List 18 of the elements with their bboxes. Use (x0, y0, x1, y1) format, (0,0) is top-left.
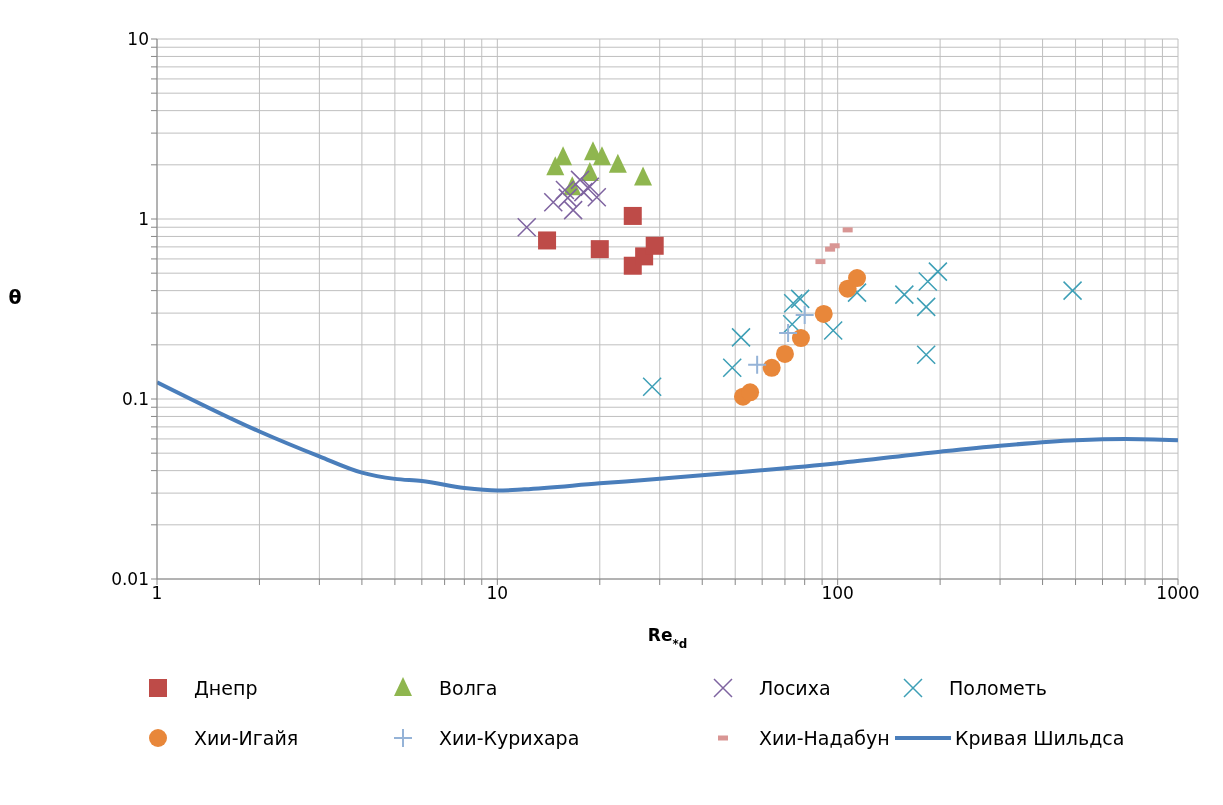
y-tick-label: 1 (138, 209, 149, 230)
x-tick-label: 100 (821, 583, 854, 604)
x-tick-label: 10 (486, 583, 509, 604)
legend-label: Днепр (194, 677, 258, 699)
legend-label: Хии-Игайя (194, 727, 299, 749)
y-axis-title: θ (8, 286, 22, 308)
legend-label: Хии-Курихара (439, 727, 580, 749)
legend-label: Лосиха (759, 677, 831, 699)
x-tick-label: 1000 (1156, 583, 1200, 604)
legend-label: Кривая Шильдса (955, 727, 1125, 749)
x-tick-label: 1 (151, 583, 163, 604)
legend-label: Волга (439, 677, 498, 699)
y-tick-label: 10 (127, 29, 149, 50)
y-tick-label: 0.1 (121, 389, 149, 410)
legend-label: Полометь (949, 677, 1047, 699)
legend-label: Хии-Надабун (759, 727, 890, 749)
x-axis-title: Re$_{*d}$ (647, 625, 688, 651)
y-tick-label: 0.01 (111, 569, 149, 590)
